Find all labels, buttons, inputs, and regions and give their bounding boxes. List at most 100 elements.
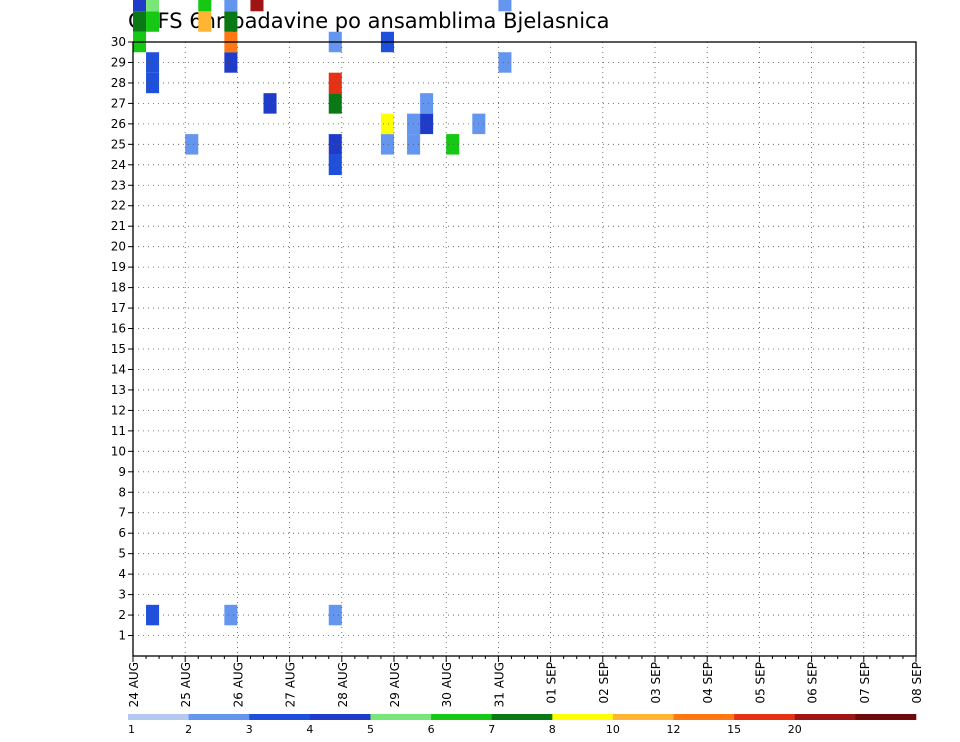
y-tick-label: 25	[111, 137, 126, 151]
colorbar-segment	[249, 714, 311, 720]
y-tick-label: 3	[118, 588, 126, 602]
y-tick-label: 16	[111, 322, 126, 336]
colorbar-segment	[491, 714, 553, 720]
x-tick-label: 04 SEP	[701, 662, 715, 704]
colorbar-label: 3	[246, 723, 253, 736]
y-tick-label: 19	[111, 260, 126, 274]
heatmap-cell	[498, 52, 512, 73]
heatmap-cell	[224, 52, 238, 73]
heatmap-cell	[133, 0, 147, 12]
heatmap-cell	[146, 0, 160, 12]
colorbar-label: 1	[128, 723, 135, 736]
colorbar-label: 12	[667, 723, 681, 736]
heatmap-cell	[420, 113, 434, 135]
y-tick-label: 8	[118, 485, 126, 499]
y-tick-label: 9	[118, 465, 126, 479]
colorbar-label: 7	[488, 723, 495, 736]
colorbar-label: 20	[788, 723, 802, 736]
y-tick-label: 29	[111, 55, 126, 69]
x-tick-label: 05 SEP	[753, 662, 767, 704]
x-axis: 24 AUG 25 AUG 26 AUG 27 AUG 28 AUG 29 AUG 30 A…	[127, 656, 924, 707]
x-tick-label: 25 AUG	[179, 662, 193, 707]
colorbar-segment	[128, 714, 189, 720]
colorbar-segment	[794, 714, 856, 720]
y-tick-label: 10	[111, 444, 126, 458]
y-tick-label: 22	[111, 199, 126, 213]
y-axis: 1234567891011121314151617181920212223242…	[111, 35, 133, 643]
heatmap-cell	[146, 72, 160, 94]
heatmap-cell	[250, 0, 264, 12]
y-tick-label: 27	[111, 96, 126, 110]
colorbar-segment	[612, 714, 674, 720]
colorbar-label: 5	[367, 723, 374, 736]
y-tick-label: 21	[111, 219, 126, 233]
heatmap-cell	[263, 93, 277, 114]
colorbar-label: 8	[549, 723, 556, 736]
heatmap-cell	[224, 11, 238, 32]
heatmap-cell	[420, 93, 434, 114]
y-tick-label: 11	[111, 424, 126, 438]
y-tick-label: 23	[111, 178, 126, 192]
colorbar-segment	[855, 714, 917, 720]
heatmap-cell	[328, 604, 342, 626]
heatmap-cell	[224, 0, 238, 12]
y-tick-label: 24	[111, 158, 126, 172]
x-tick-label: 31 AUG	[492, 662, 506, 707]
y-tick-label: 17	[111, 301, 126, 315]
y-tick-label: 2	[118, 608, 126, 622]
y-tick-label: 18	[111, 281, 126, 295]
x-tick-label: 01 SEP	[545, 662, 559, 704]
x-tick-label: 29 AUG	[388, 662, 402, 707]
grid-lines	[133, 42, 916, 656]
y-tick-label: 4	[118, 567, 126, 581]
y-tick-label: 12	[111, 403, 126, 417]
colorbar-label: 10	[606, 723, 620, 736]
y-tick-label: 5	[118, 547, 126, 561]
colorbar-segment	[309, 714, 371, 720]
heatmap-cell	[328, 93, 342, 114]
heatmap-cell	[446, 134, 460, 155]
heatmap-cell	[146, 11, 160, 32]
y-tick-label: 30	[111, 35, 126, 49]
x-tick-label: 08 SEP	[910, 662, 924, 704]
x-tick-label: 26 AUG	[231, 662, 245, 707]
x-tick-label: 02 SEP	[597, 662, 611, 704]
heatmap-cell	[498, 0, 512, 12]
heatmap-cell	[146, 604, 160, 626]
y-tick-label: 26	[111, 117, 126, 131]
heatmap-cell	[328, 154, 342, 176]
y-tick-label: 7	[118, 506, 126, 520]
heatmap-cell	[198, 11, 212, 32]
y-tick-label: 6	[118, 526, 126, 540]
heatmap-cells	[133, 0, 512, 626]
colorbar-label: 2	[185, 723, 192, 736]
x-tick-label: 27 AUG	[284, 662, 298, 707]
colorbar-segment	[431, 714, 492, 720]
x-tick-label: 28 AUG	[336, 662, 350, 707]
colorbar-segment	[188, 714, 250, 720]
heatmap-cell	[380, 134, 394, 155]
heatmap-cell	[224, 604, 238, 626]
heatmap-cell	[380, 113, 394, 135]
y-tick-label: 28	[111, 76, 126, 90]
colorbar-label: 15	[727, 723, 741, 736]
heatmap-cell	[328, 72, 342, 94]
x-tick-label: 07 SEP	[858, 662, 872, 704]
colorbar-segment	[370, 714, 432, 720]
x-tick-label: 03 SEP	[649, 662, 663, 704]
y-tick-label: 1	[118, 629, 126, 643]
colorbar: 1 2 3 4 5 6 7 8 10 12 15 20	[128, 714, 917, 736]
colorbar-segment	[552, 714, 614, 720]
heatmap-cell	[146, 52, 160, 73]
colorbar-segment	[673, 714, 735, 720]
heatmap-cell	[185, 134, 199, 155]
heatmap-cell	[133, 11, 147, 32]
heatmap-cell	[198, 0, 212, 12]
colorbar-segment	[734, 714, 796, 720]
heatmap-cell	[328, 134, 342, 155]
y-tick-label: 14	[111, 362, 126, 376]
colorbar-label: 6	[428, 723, 435, 736]
y-tick-label: 20	[111, 240, 126, 254]
y-tick-label: 15	[111, 342, 126, 356]
